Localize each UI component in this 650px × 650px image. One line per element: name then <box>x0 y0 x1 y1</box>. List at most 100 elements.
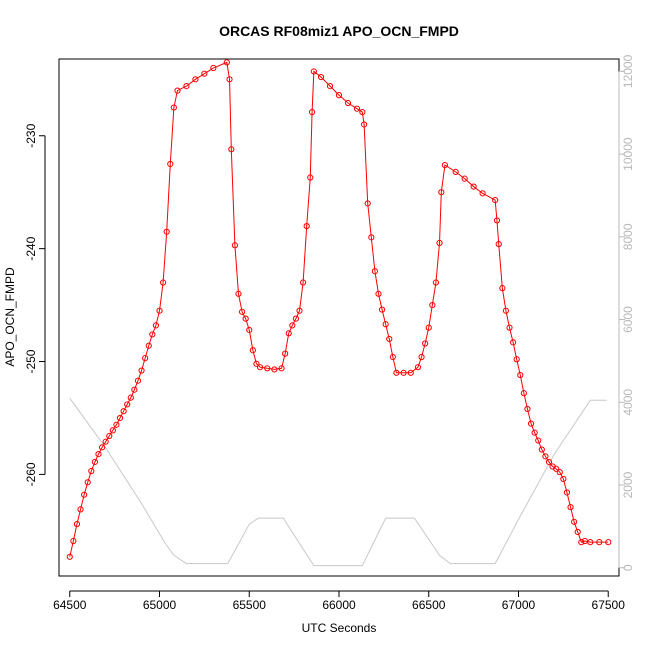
data-point <box>361 121 368 128</box>
data-point <box>375 290 382 297</box>
gray-series-line <box>69 397 607 567</box>
data-point <box>174 87 181 94</box>
data-point <box>226 76 233 83</box>
chart-title: ORCAS RF08miz1 APO_OCN_FMPD <box>219 23 459 39</box>
data-point <box>461 175 468 182</box>
data-point <box>364 200 371 207</box>
data-point <box>170 104 177 111</box>
data-point <box>326 82 334 90</box>
data-point <box>353 105 361 112</box>
data-point <box>300 279 307 286</box>
data-point <box>400 369 407 376</box>
y-tick-label: -250 <box>24 349 38 373</box>
y-axis: -260 -250 -240 -230 <box>24 123 46 486</box>
data-point <box>102 438 109 445</box>
data-point <box>371 268 378 275</box>
data-point <box>116 414 124 422</box>
y2-tick-label: 2000 <box>621 471 635 498</box>
data-point <box>253 360 260 367</box>
data-point <box>152 322 160 329</box>
data-point <box>242 315 249 322</box>
data-point <box>441 162 448 169</box>
x-tick-label: 67000 <box>502 598 536 612</box>
red-series-line <box>69 61 609 557</box>
data-point <box>429 301 436 309</box>
data-point <box>66 553 73 560</box>
data-point <box>335 92 343 99</box>
data-point <box>538 446 545 453</box>
data-point <box>344 99 352 107</box>
data-point <box>201 70 208 77</box>
data-point <box>596 539 603 546</box>
data-point <box>310 68 317 75</box>
data-point <box>452 168 459 175</box>
data-point <box>382 321 389 328</box>
data-point <box>106 432 113 440</box>
data-point <box>438 189 445 196</box>
x-tick-label: 65000 <box>143 598 177 612</box>
data-point <box>223 59 230 66</box>
y-tick-label: -230 <box>24 123 38 147</box>
data-point <box>124 401 131 408</box>
y2-tick-label: 8000 <box>621 223 635 250</box>
data-point <box>134 377 142 384</box>
data-point <box>246 326 253 334</box>
data-point <box>289 322 296 329</box>
data-point <box>183 82 190 90</box>
data-point <box>571 518 578 525</box>
data-point <box>378 306 386 313</box>
data-point <box>317 73 325 81</box>
y2-tick-label: 4000 <box>621 389 635 416</box>
data-point <box>470 183 477 190</box>
data-point <box>556 469 563 476</box>
data-point <box>535 437 542 444</box>
data-point <box>407 369 414 376</box>
data-point <box>77 506 84 513</box>
data-point <box>492 197 499 204</box>
data-point <box>91 458 98 466</box>
data-point <box>510 339 517 346</box>
data-point <box>113 421 120 428</box>
data-point <box>425 324 432 331</box>
data-point <box>414 364 422 371</box>
data-point <box>542 453 549 460</box>
data-point <box>145 342 152 349</box>
data-point <box>517 371 524 379</box>
data-point <box>386 335 393 343</box>
data-point <box>553 465 560 472</box>
data-point <box>432 279 440 286</box>
x-tick-label: 66500 <box>412 598 446 612</box>
data-point <box>578 539 585 546</box>
x-tick-label: 65500 <box>233 598 267 612</box>
data-point <box>531 429 538 436</box>
data-point <box>527 420 535 427</box>
x-axis-label: UTC Seconds <box>302 621 377 635</box>
data-point <box>81 491 88 498</box>
data-point <box>303 222 310 230</box>
data-point <box>605 539 612 546</box>
plot-frame <box>58 58 620 577</box>
data-point <box>256 364 264 371</box>
data-point <box>422 340 429 347</box>
data-point <box>138 367 145 374</box>
data-point <box>479 190 486 197</box>
data-point <box>235 290 242 297</box>
data-point <box>120 408 127 415</box>
data-point <box>163 228 170 235</box>
data-point <box>156 307 163 314</box>
data-point <box>389 353 396 361</box>
data-point <box>506 324 513 331</box>
data-point <box>142 355 149 362</box>
data-point <box>88 467 95 475</box>
y2-tick-label: 12000 <box>621 54 635 88</box>
data-point <box>249 347 256 354</box>
data-point <box>560 475 567 483</box>
data-point <box>436 239 443 247</box>
data-point <box>308 108 316 116</box>
data-point <box>495 241 502 248</box>
data-point <box>231 242 238 249</box>
data-point <box>292 315 300 322</box>
data-point <box>109 427 116 434</box>
y-tick-label: -240 <box>24 236 38 260</box>
